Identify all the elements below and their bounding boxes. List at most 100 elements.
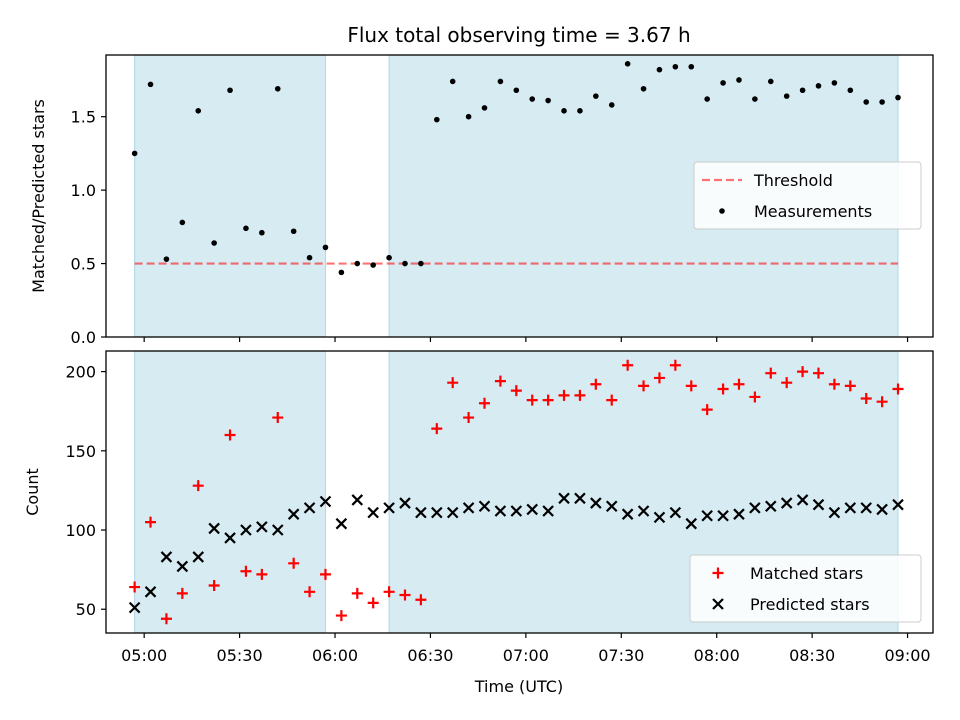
measurement-point: [577, 108, 583, 114]
predicted-star-point: [605, 500, 618, 513]
count-y-tick-label: 150: [65, 442, 96, 461]
matched-star-point: [145, 516, 157, 528]
measurement-point: [752, 96, 758, 102]
measurement-point: [672, 63, 679, 70]
predicted-star-point: [144, 586, 157, 598]
matched-star-point: [494, 375, 506, 387]
predicted-star-point: [876, 503, 888, 516]
measurement-point: [481, 105, 488, 111]
predicted-star-point: [176, 560, 189, 573]
matched-star-point: [399, 589, 411, 601]
measurement-point: [386, 254, 392, 261]
measurement-point: [290, 228, 297, 235]
predicted-star-point: [717, 509, 729, 522]
matched-star-point: [892, 383, 904, 395]
x-tick-label: 06:30: [407, 646, 453, 665]
measurement-point: [227, 87, 233, 94]
count-panel: 50 100 150 200 05:00 05:30 06:00 06:30 07:00 07:3…: [65, 350, 934, 665]
matched-star-point: [749, 391, 761, 403]
predicted-star-point: [701, 509, 713, 522]
matched-star-point: [288, 557, 300, 569]
legend-entry-label: Matched stars: [750, 564, 863, 583]
matched-star-point: [558, 389, 570, 401]
ratio-panel: 0.0 0.5 1.0 1.5 Threshold Measurements: [71, 54, 934, 347]
predicted-star-point: [335, 517, 348, 530]
predicted-star-point: [669, 506, 682, 519]
x-tick-label: 08:30: [789, 646, 835, 665]
predicted-star-point: [303, 502, 316, 514]
predicted-star-point: [224, 532, 236, 544]
count-y-tick-label: 50: [76, 600, 96, 619]
predicted-star-point: [383, 502, 395, 514]
measurement-point: [497, 78, 504, 85]
predicted-star-point: [478, 500, 491, 513]
measurement-point: [799, 87, 806, 94]
matched-star-point: [797, 366, 809, 378]
measurement-point: [147, 81, 154, 88]
ratio-legend-box: [693, 161, 922, 230]
measurement-point: [513, 87, 520, 94]
matched-star-point: [685, 380, 697, 392]
predicted-star-point: [733, 508, 745, 520]
matched-star-point: [701, 404, 713, 416]
matched-star-point: [510, 385, 522, 397]
predicted-star-point: [844, 502, 857, 514]
measurement-point: [545, 97, 551, 104]
ratio-plot-frame: [105, 54, 934, 338]
count-legend: Matched stars Predicted stars: [689, 554, 922, 623]
measurement-point: [879, 99, 885, 105]
measurement-point: [338, 269, 345, 276]
predicted-star-point: [780, 497, 793, 509]
measurement-point: [402, 260, 408, 267]
ratio-y-tick-label: 1.0: [71, 181, 96, 200]
matched-star-point: [638, 380, 650, 392]
x-tick-label: 09:00: [884, 646, 930, 665]
count-y-tick-label: 200: [65, 363, 96, 382]
matched-star-point: [876, 396, 888, 408]
matched-star-point: [304, 586, 316, 598]
predicted-star-point: [494, 505, 507, 517]
matched-star-point: [526, 394, 538, 406]
measurement-point: [529, 96, 536, 102]
matched-star-point: [272, 412, 284, 424]
matched-star-point: [622, 359, 634, 371]
measurement-point: [640, 85, 647, 92]
matched-star-point: [860, 393, 872, 405]
measurement-point: [274, 85, 281, 92]
count-legend-box: [689, 554, 922, 623]
matched-star-point: [192, 480, 204, 492]
matched-star-point: [463, 412, 475, 424]
matched-star-point: [733, 378, 745, 390]
measurement-point: [354, 260, 361, 267]
measurement-point: [847, 87, 854, 94]
ratio-y-tick-label: 1.5: [71, 108, 96, 127]
matched-star-point: [717, 383, 729, 395]
matched-star-point: [176, 587, 188, 599]
predicted-star-point: [828, 506, 841, 519]
predicted-star-point: [860, 502, 872, 514]
matched-star-point: [335, 610, 347, 622]
predicted-star-point: [526, 503, 539, 516]
count-series-predicted-stars: [128, 492, 904, 614]
predicted-star-point: [192, 551, 205, 563]
ratio-y-axis-label: Matched/Predicted stars: [29, 99, 48, 293]
predicted-star-point: [240, 524, 252, 536]
matched-star-point: [828, 378, 840, 390]
ratio-y-tick-label: 0.0: [71, 328, 96, 347]
ratio-y-tick-label: 0.5: [71, 255, 96, 274]
measurement-point: [831, 80, 838, 86]
legend-marker-swatch: [712, 567, 724, 579]
measurement-point: [306, 254, 313, 261]
predicted-star-point: [128, 601, 141, 614]
predicted-star-point: [574, 492, 586, 505]
matched-star-point: [160, 613, 172, 625]
predicted-star-point: [399, 497, 411, 509]
predicted-star-point: [892, 498, 904, 511]
predicted-star-point: [653, 511, 666, 524]
measurement-point: [624, 61, 631, 67]
measurement-point: [720, 80, 726, 86]
x-tick-label: 06:00: [312, 646, 358, 665]
predicted-star-point: [796, 494, 809, 506]
predicted-star-point: [590, 497, 602, 509]
